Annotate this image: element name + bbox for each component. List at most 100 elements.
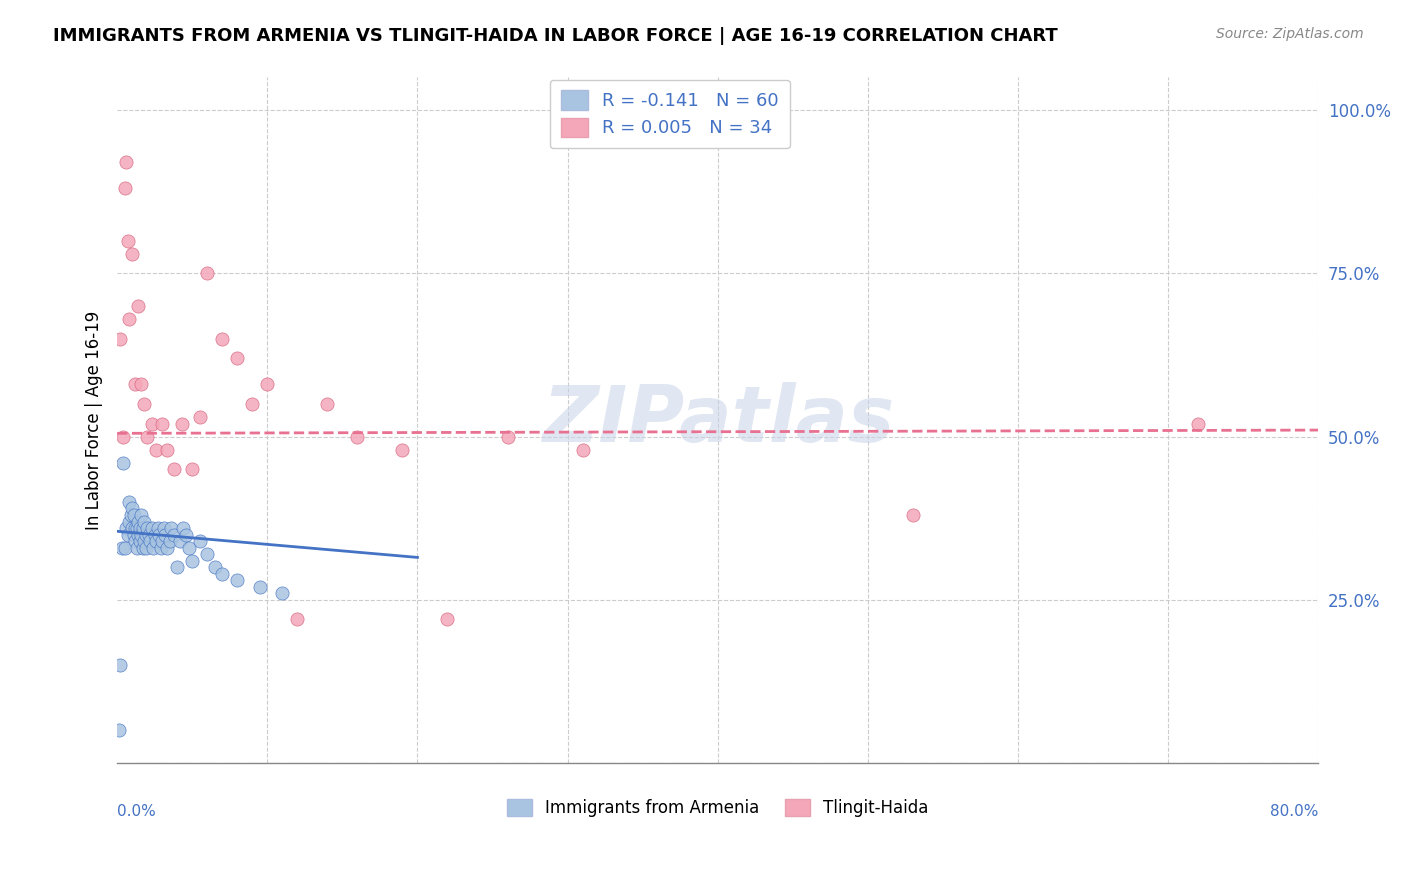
Point bbox=[150, 534, 173, 549]
Point bbox=[142, 541, 165, 555]
Point bbox=[146, 521, 169, 535]
Point bbox=[114, 541, 136, 555]
Point bbox=[163, 462, 186, 476]
Point bbox=[256, 377, 278, 392]
Point bbox=[143, 527, 166, 541]
Text: 80.0%: 80.0% bbox=[1270, 805, 1319, 819]
Point bbox=[240, 397, 263, 411]
Point bbox=[496, 429, 519, 443]
Point bbox=[901, 508, 924, 522]
Point bbox=[166, 560, 188, 574]
Point bbox=[145, 534, 167, 549]
Point bbox=[124, 534, 146, 549]
Point bbox=[169, 534, 191, 549]
Point bbox=[108, 658, 131, 673]
Point bbox=[285, 612, 308, 626]
Point bbox=[195, 266, 218, 280]
Point bbox=[316, 397, 339, 411]
Point bbox=[136, 429, 159, 443]
Point bbox=[134, 515, 156, 529]
Point bbox=[136, 521, 159, 535]
Point bbox=[127, 527, 149, 541]
Point bbox=[436, 612, 458, 626]
Point bbox=[188, 410, 211, 425]
Point bbox=[149, 541, 172, 555]
Point bbox=[108, 332, 131, 346]
Point bbox=[121, 246, 143, 260]
Point bbox=[115, 155, 138, 169]
Point bbox=[114, 181, 136, 195]
Text: Source: ZipAtlas.com: Source: ZipAtlas.com bbox=[1216, 27, 1364, 41]
Y-axis label: In Labor Force | Age 16-19: In Labor Force | Age 16-19 bbox=[86, 310, 103, 530]
Point bbox=[117, 234, 139, 248]
Point bbox=[141, 417, 163, 431]
Point bbox=[128, 534, 150, 549]
Point bbox=[117, 527, 139, 541]
Point bbox=[118, 515, 141, 529]
Point bbox=[391, 442, 413, 457]
Text: 0.0%: 0.0% bbox=[117, 805, 156, 819]
Point bbox=[346, 429, 368, 443]
Point bbox=[125, 521, 148, 535]
Point bbox=[132, 541, 155, 555]
Point bbox=[571, 442, 593, 457]
Point bbox=[139, 534, 162, 549]
Point bbox=[195, 547, 218, 561]
Point bbox=[132, 521, 155, 535]
Point bbox=[115, 521, 138, 535]
Point bbox=[271, 586, 294, 600]
Point bbox=[174, 527, 197, 541]
Point bbox=[226, 351, 249, 366]
Point bbox=[112, 456, 135, 470]
Point bbox=[138, 527, 160, 541]
Point bbox=[134, 534, 156, 549]
Point bbox=[118, 495, 141, 509]
Point bbox=[188, 534, 211, 549]
Point bbox=[204, 560, 226, 574]
Point bbox=[172, 521, 194, 535]
Point bbox=[211, 332, 233, 346]
Point bbox=[141, 521, 163, 535]
Point bbox=[211, 566, 233, 581]
Point bbox=[135, 527, 157, 541]
Point bbox=[111, 541, 134, 555]
Point bbox=[124, 521, 146, 535]
Point bbox=[159, 534, 181, 549]
Point bbox=[134, 397, 156, 411]
Point bbox=[145, 442, 167, 457]
Point bbox=[120, 508, 142, 522]
Point bbox=[135, 541, 157, 555]
Point bbox=[129, 377, 152, 392]
Point bbox=[181, 554, 204, 568]
Legend: Immigrants from Armenia, Tlingit-Haida: Immigrants from Armenia, Tlingit-Haida bbox=[501, 792, 935, 823]
Point bbox=[107, 723, 129, 738]
Point bbox=[124, 377, 146, 392]
Point bbox=[125, 541, 148, 555]
Point bbox=[155, 527, 177, 541]
Point bbox=[156, 541, 179, 555]
Point bbox=[156, 442, 179, 457]
Point bbox=[112, 429, 135, 443]
Point bbox=[152, 521, 174, 535]
Point bbox=[179, 541, 201, 555]
Point bbox=[129, 508, 152, 522]
Text: ZIPatlas: ZIPatlas bbox=[541, 383, 894, 458]
Point bbox=[148, 527, 170, 541]
Point bbox=[129, 527, 152, 541]
Point bbox=[249, 580, 271, 594]
Point bbox=[121, 501, 143, 516]
Text: IMMIGRANTS FROM ARMENIA VS TLINGIT-HAIDA IN LABOR FORCE | AGE 16-19 CORRELATION : IMMIGRANTS FROM ARMENIA VS TLINGIT-HAIDA… bbox=[53, 27, 1059, 45]
Point bbox=[163, 527, 186, 541]
Point bbox=[1187, 417, 1209, 431]
Point bbox=[181, 462, 204, 476]
Point bbox=[150, 417, 173, 431]
Point bbox=[226, 574, 249, 588]
Point bbox=[128, 521, 150, 535]
Point bbox=[118, 312, 141, 326]
Point bbox=[127, 515, 149, 529]
Point bbox=[122, 527, 145, 541]
Point bbox=[127, 299, 149, 313]
Point bbox=[170, 417, 193, 431]
Point bbox=[121, 521, 143, 535]
Point bbox=[122, 508, 145, 522]
